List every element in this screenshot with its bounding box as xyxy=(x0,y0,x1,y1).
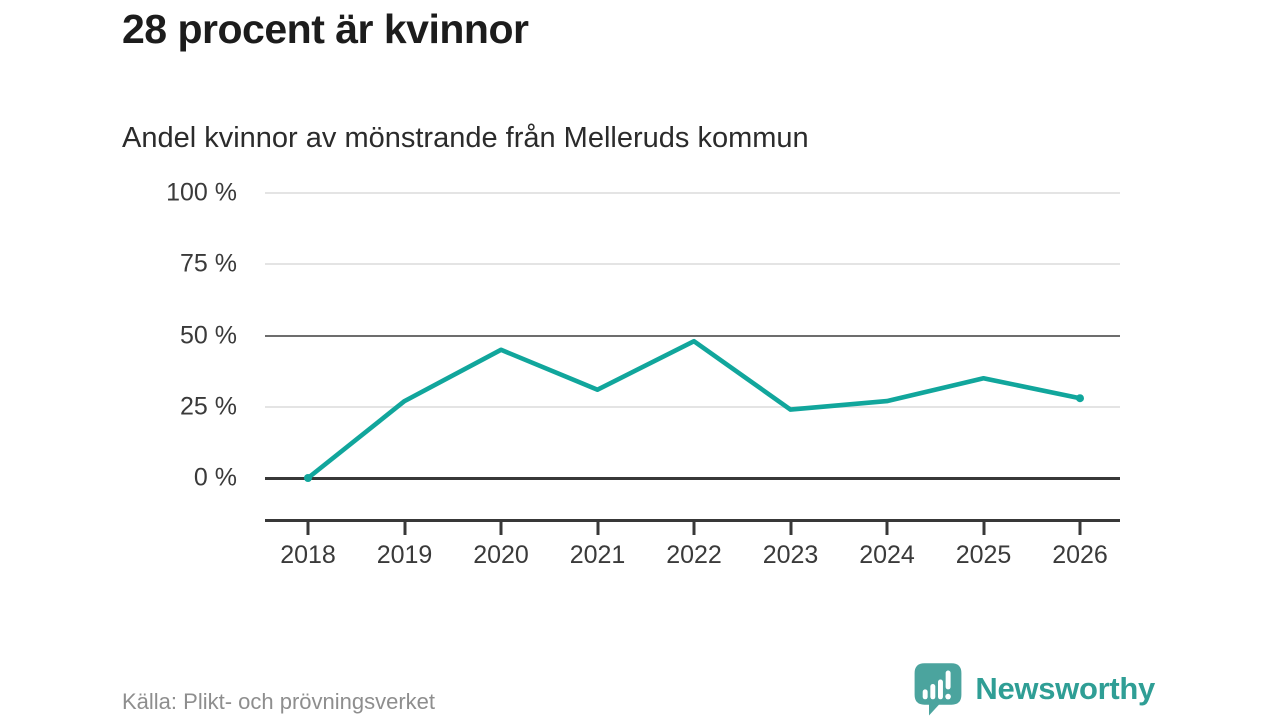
x-tick-2024 xyxy=(885,522,889,535)
x-tick-2020 xyxy=(499,522,503,535)
x-tick-label-2022: 2022 xyxy=(666,541,722,569)
newsworthy-logo-icon xyxy=(911,660,965,717)
x-tick-label-2018: 2018 xyxy=(280,541,336,569)
x-tick-2021 xyxy=(596,522,599,535)
x-tick-2023 xyxy=(789,522,792,535)
y-tick-label-50: 50 % xyxy=(180,321,237,349)
x-tick-label-2026: 2026 xyxy=(1052,541,1108,569)
page-title: 28 procent är kvinnor xyxy=(122,6,529,52)
x-tick-label-2023: 2023 xyxy=(762,541,819,569)
x-tick-2025 xyxy=(982,522,985,535)
gridline-0 xyxy=(265,477,1120,480)
source-text: Källa: Plikt- och prövningsverket xyxy=(122,689,436,714)
x-tick-2022 xyxy=(692,522,696,535)
x-tick-label-2020: 2020 xyxy=(473,541,529,569)
x-tick-label-2024: 2024 xyxy=(859,541,915,569)
x-tick-2026 xyxy=(1078,522,1082,535)
gridline-75 xyxy=(265,263,1120,266)
y-tick-label-100: 100 % xyxy=(166,178,237,207)
x-tick-2018 xyxy=(306,522,310,535)
last-data-point xyxy=(1076,394,1084,403)
x-tick-label-2025: 2025 xyxy=(955,541,1012,569)
data-line xyxy=(304,338,1084,482)
y-tick-label-0: 0 % xyxy=(193,463,237,492)
brand-name: Newsworthy xyxy=(975,670,1155,706)
x-axis-line xyxy=(265,519,1120,522)
x-tick-2019 xyxy=(403,522,406,535)
gridline-25 xyxy=(265,405,1120,408)
x-tick-label-2019: 2019 xyxy=(376,541,433,569)
x-tick-label-2021: 2021 xyxy=(569,541,626,569)
gridline-100 xyxy=(265,192,1120,194)
y-tick-label-25: 25 % xyxy=(180,392,237,421)
first-data-point xyxy=(304,474,312,482)
brand-footer: Newsworthy xyxy=(911,660,1155,717)
chart-subtitle: Andel kvinnor av mönstrande från Melleru… xyxy=(122,122,809,154)
gridline-50 xyxy=(265,334,1120,337)
y-tick-label-75: 75 % xyxy=(180,249,237,278)
series-line xyxy=(305,338,1083,481)
plot-area xyxy=(265,192,1120,480)
